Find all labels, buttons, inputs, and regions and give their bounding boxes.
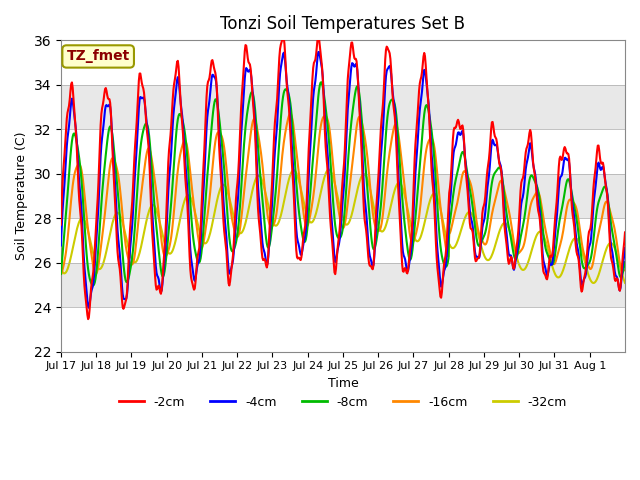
Y-axis label: Soil Temperature (C): Soil Temperature (C) bbox=[15, 132, 28, 260]
X-axis label: Time: Time bbox=[328, 377, 358, 390]
Text: TZ_fmet: TZ_fmet bbox=[67, 49, 130, 63]
Bar bbox=[61, 40, 625, 84]
Bar bbox=[61, 307, 625, 351]
Bar bbox=[61, 218, 625, 263]
Title: Tonzi Soil Temperatures Set B: Tonzi Soil Temperatures Set B bbox=[220, 15, 465, 33]
Legend: -2cm, -4cm, -8cm, -16cm, -32cm: -2cm, -4cm, -8cm, -16cm, -32cm bbox=[114, 391, 572, 414]
Bar bbox=[61, 129, 625, 174]
